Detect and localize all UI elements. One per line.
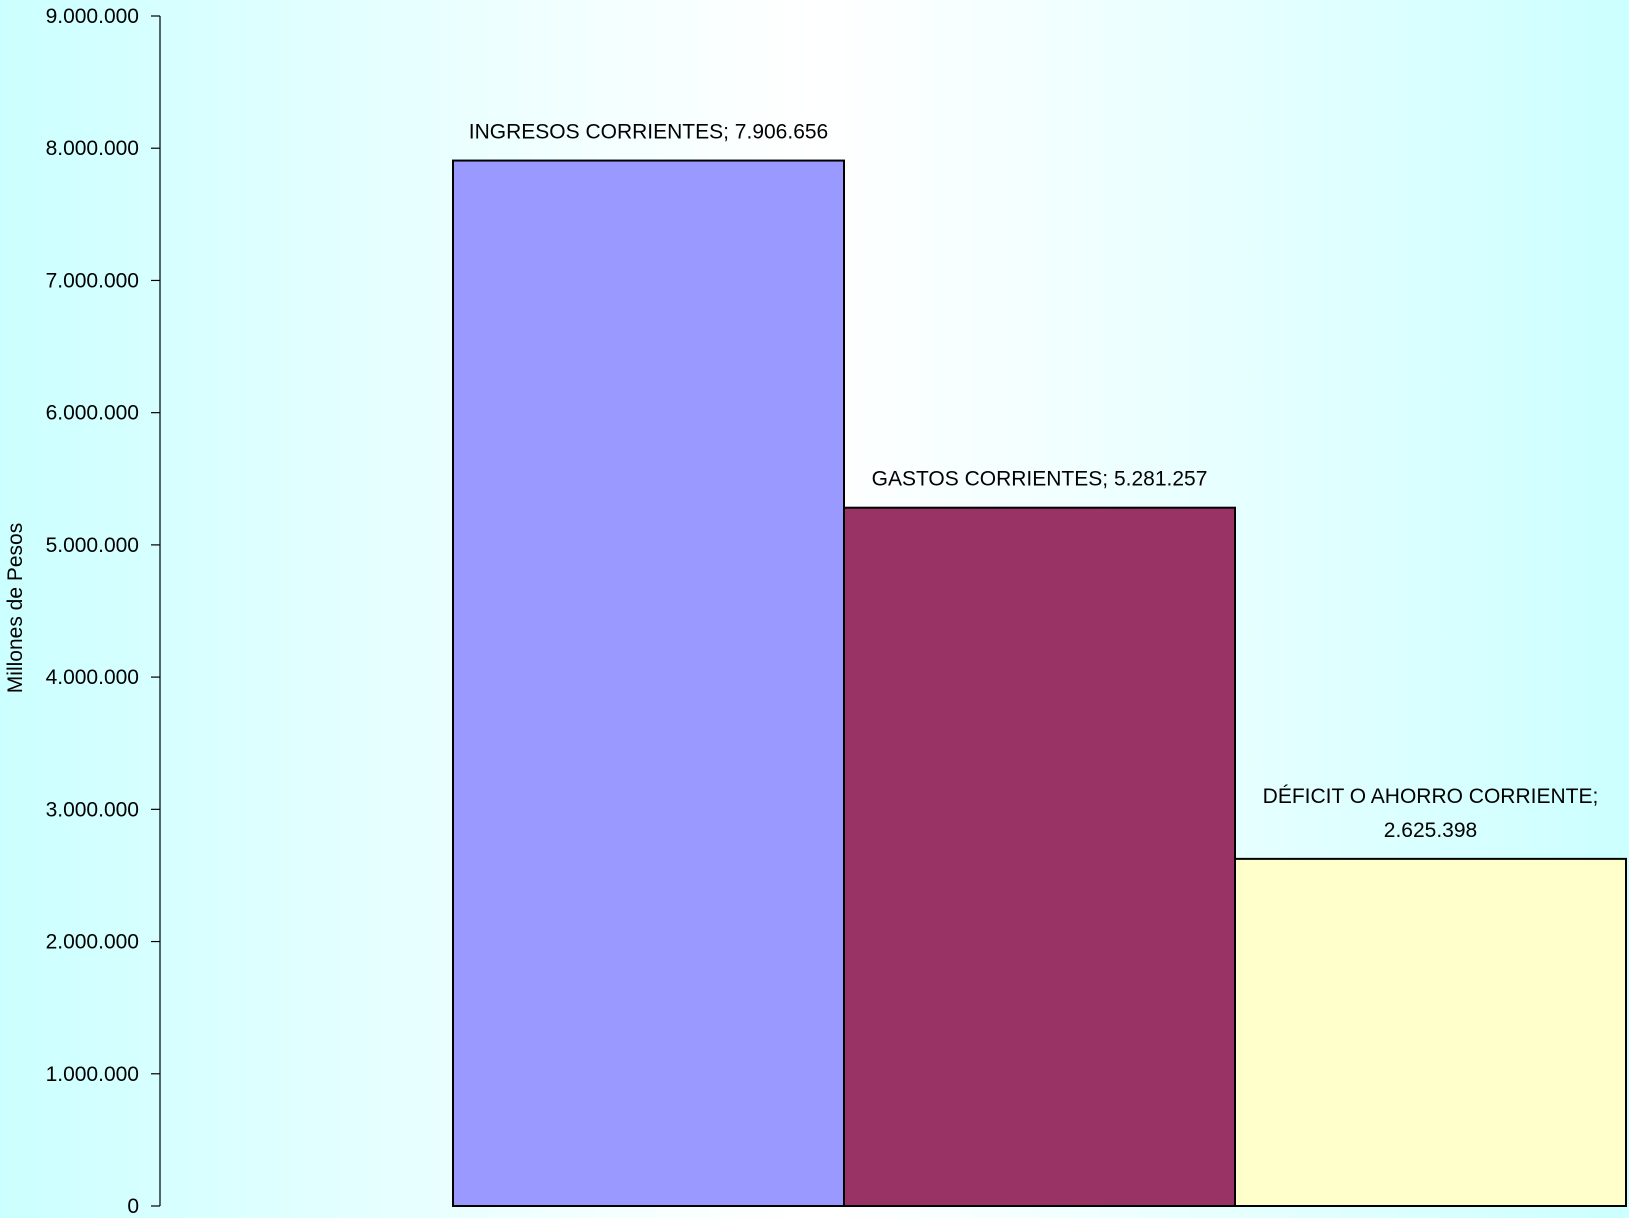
bar-3 <box>1234 857 1627 1207</box>
y-tick-label: 3.000.000 <box>46 798 139 821</box>
y-tick-label: 1.000.000 <box>46 1063 139 1086</box>
y-tick-label: 0 <box>127 1195 139 1218</box>
y-axis: 0 1.000.000 2.000.000 3.000.000 4.000.000 5.0… <box>46 5 161 1218</box>
y-tick-label: 7.000.000 <box>46 269 139 292</box>
y-tick-label: 5.000.000 <box>46 534 139 557</box>
bar-1 <box>452 159 845 1208</box>
data-labels: INGRESOS CORRIENTES; 7.906.656 GASTOS COR… <box>469 121 1599 842</box>
bar-3-label: DÉFICIT O AHORRO CORRIENTE; <box>1263 785 1599 808</box>
bars <box>452 159 1627 1208</box>
y-tick-label: 6.000.000 <box>46 402 139 425</box>
bar-3-label: 2.625.398 <box>1384 819 1477 842</box>
y-tick-label: 4.000.000 <box>46 666 139 689</box>
y-tick-label: 8.000.000 <box>46 137 139 160</box>
bar-1-label: INGRESOS CORRIENTES; 7.906.656 <box>469 121 828 144</box>
bar-2 <box>843 506 1236 1208</box>
bar-2-label: GASTOS CORRIENTES; 5.281.257 <box>872 468 1208 491</box>
y-tick-label: 2.000.000 <box>46 931 139 954</box>
y-tick-label: 9.000.000 <box>46 5 139 28</box>
y-axis-title: Millones de Pesos <box>4 523 27 693</box>
